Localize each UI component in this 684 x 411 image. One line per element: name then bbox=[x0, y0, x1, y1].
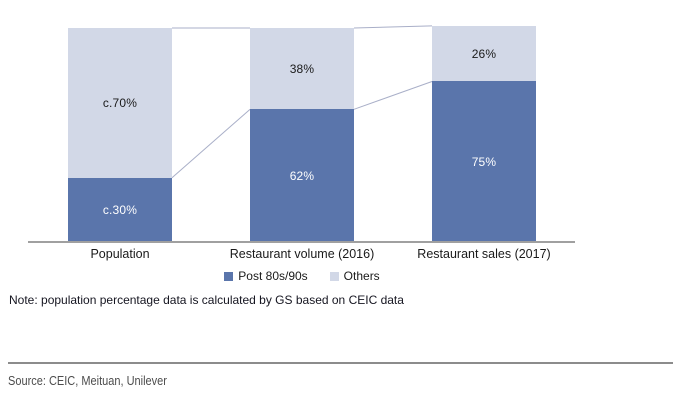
legend-label-others: Others bbox=[343, 269, 380, 283]
legend-swatch-post80s90s bbox=[224, 271, 234, 281]
legend: Post 80s/90s Others bbox=[0, 269, 604, 283]
segment-others-restaurant-sales: 26% bbox=[432, 25, 536, 82]
legend-swatch-others bbox=[329, 271, 339, 281]
data-label: 38% bbox=[289, 61, 315, 76]
legend-label-post80s90s: Post 80s/90s bbox=[238, 269, 308, 283]
category-label-restaurant-sales: Restaurant sales (2017) bbox=[417, 247, 551, 261]
data-label: 26% bbox=[471, 46, 497, 61]
data-label: c.70% bbox=[102, 95, 138, 110]
segment-post80s90s-restaurant-volume: 62% bbox=[250, 109, 354, 242]
data-label: 75% bbox=[471, 154, 497, 169]
note-text: Note: population percentage data is calc… bbox=[9, 293, 404, 307]
bar-restaurant-volume: 38% 62% bbox=[250, 28, 354, 242]
data-label: 62% bbox=[289, 168, 315, 183]
category-label-population: Population bbox=[90, 247, 150, 261]
legend-item-post80s90s: Post 80s/90s bbox=[224, 269, 308, 283]
x-axis-line bbox=[28, 241, 575, 243]
source-text: Source: CEIC, Meituan, Unilever bbox=[8, 374, 167, 388]
footer-divider-line bbox=[8, 362, 673, 364]
segment-others-restaurant-volume: 38% bbox=[250, 28, 354, 110]
bar-population: c.70% c.30% bbox=[68, 28, 172, 242]
category-label-restaurant-volume: Restaurant volume (2016) bbox=[229, 247, 375, 261]
segment-post80s90s-restaurant-sales: 75% bbox=[432, 81, 536, 242]
segment-post80s90s-population: c.30% bbox=[68, 177, 172, 242]
legend-item-others: Others bbox=[329, 269, 380, 283]
data-label: c.30% bbox=[102, 202, 138, 217]
segment-others-population: c.70% bbox=[68, 28, 172, 178]
bar-restaurant-sales: 26% 75% bbox=[432, 25, 536, 242]
